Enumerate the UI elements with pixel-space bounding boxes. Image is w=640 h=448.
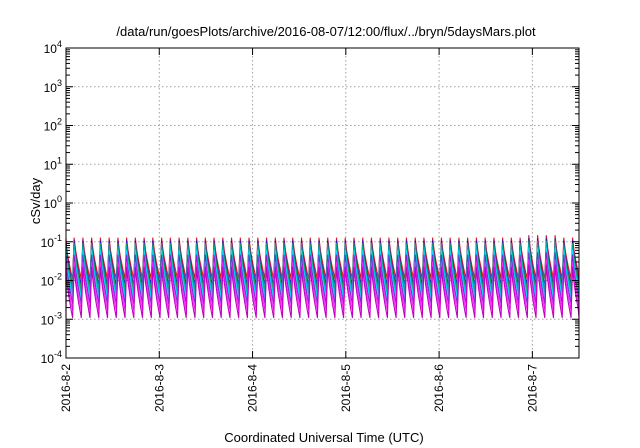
series-line-1: [65, 235, 580, 280]
y-tick-label: 104: [44, 39, 62, 56]
y-tick-label: 102: [44, 117, 62, 134]
axes: 10-4 10-3 10-2 10-1 100 101 102 103 104 2016-8-2 2…: [41, 39, 580, 412]
y-tick-label: 10-1: [41, 233, 62, 250]
y-tick-label: 100: [44, 194, 62, 211]
y-tick-label: 10-2: [41, 272, 62, 289]
x-tick-label: 2016-8-5: [339, 364, 353, 412]
x-tick-label: 2016-8-4: [246, 364, 260, 412]
plot-frame: [65, 47, 580, 359]
y-tick-label: 10-3: [41, 310, 62, 327]
series-line-4: [65, 243, 580, 295]
data-series: [65, 235, 580, 319]
x-tick-label: 2016-8-2: [59, 364, 73, 412]
x-tick-label: 2016-8-6: [432, 364, 446, 412]
series-line-5: [65, 247, 580, 299]
x-tick-label: 2016-8-3: [152, 364, 166, 412]
x-tick-label: 2016-8-7: [525, 364, 539, 412]
series-line-7: [65, 259, 580, 311]
series-line-8: [65, 264, 580, 319]
series-line-6: [65, 252, 580, 305]
y-axis-label: cSv/day: [28, 177, 43, 224]
y-tick-label: 101: [44, 155, 62, 172]
y-tick-label: 10-4: [41, 349, 62, 366]
y-tick-label: 103: [44, 78, 62, 95]
series-line-3: [65, 240, 580, 290]
chart-title: /data/run/goesPlots/archive/2016-08-07/1…: [116, 24, 536, 39]
x-axis-label: Coordinated Universal Time (UTC): [224, 430, 423, 445]
